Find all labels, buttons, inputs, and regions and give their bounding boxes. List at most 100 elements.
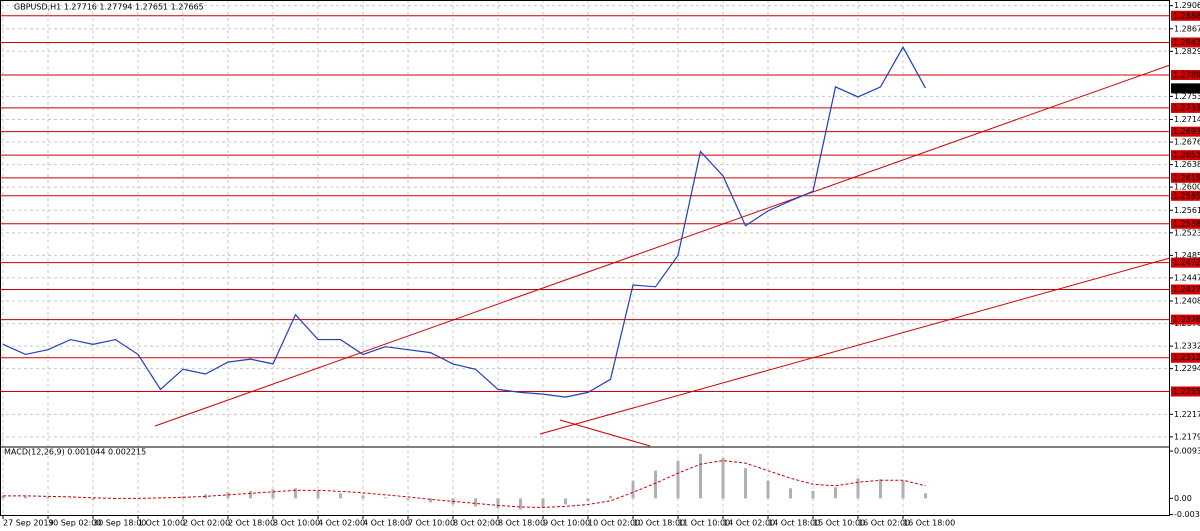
macd-bar bbox=[744, 468, 747, 499]
macd-bar bbox=[721, 458, 725, 499]
level-label: 1.24275 bbox=[1173, 285, 1200, 294]
macd-bar bbox=[114, 498, 117, 500]
x-tick-label: 3 Oct 10:00 bbox=[273, 519, 320, 528]
x-tick-label: 10 Oct 18:00 bbox=[633, 519, 685, 528]
x-tick-label: 30 Sep 02:00 bbox=[48, 519, 101, 528]
y-tick-label: 1.26000 bbox=[1174, 183, 1200, 192]
macd-bar bbox=[856, 478, 860, 499]
level-label: 1.25382 bbox=[1173, 219, 1200, 228]
x-tick-label: 27 Sep 2019 bbox=[3, 519, 54, 528]
y-tick-label: 1.24470 bbox=[1174, 273, 1200, 282]
macd-signal bbox=[3, 460, 926, 508]
level-label-bg bbox=[1171, 190, 1200, 201]
y-tick-label: 1.28290 bbox=[1174, 47, 1200, 56]
grid-layer bbox=[0, 0, 1170, 516]
macd-bar bbox=[474, 498, 477, 507]
level-label: 1.26539 bbox=[1173, 151, 1200, 160]
macd-bar bbox=[91, 498, 95, 500]
macd-bar bbox=[361, 495, 365, 499]
level-label: 1.27336 bbox=[1173, 103, 1200, 112]
y-tick-label: 1.24080 bbox=[1174, 297, 1200, 306]
macd-bar bbox=[924, 493, 927, 499]
x-tick-label: 9 Oct 10:00 bbox=[543, 519, 590, 528]
price-line bbox=[2, 45, 927, 398]
level-label: 1.26157 bbox=[1173, 173, 1200, 182]
macd-bar bbox=[406, 498, 410, 500]
y-tick-label: 1.27530 bbox=[1174, 92, 1200, 101]
level-label: 1.26935 bbox=[1173, 127, 1200, 136]
x-tick-label: 15 Oct 10:00 bbox=[813, 519, 865, 528]
trend-line bbox=[559, 419, 651, 447]
level-label-bg bbox=[1171, 284, 1200, 295]
y-tick-label: 1.25610 bbox=[1174, 206, 1200, 215]
plot-layer bbox=[0, 15, 1170, 510]
x-tick-label: 30 Sep 18:00 bbox=[93, 519, 146, 528]
level-label: 1.28889 bbox=[1173, 11, 1200, 20]
y-tick-label: 1.23320 bbox=[1174, 342, 1200, 351]
macd-bar bbox=[271, 489, 275, 499]
x-tick-label: 14 Oct 02:00 bbox=[723, 519, 775, 528]
level-label: 1.23767 bbox=[1173, 315, 1200, 324]
level-label: 1.25854 bbox=[1173, 191, 1200, 200]
y-tick-label: 1.27140 bbox=[1174, 115, 1200, 124]
y-tick-label: 1.22940 bbox=[1174, 364, 1200, 373]
price-label-bg bbox=[1171, 83, 1200, 94]
y-tick-label: 0.009392 bbox=[1174, 447, 1200, 456]
macd-bar bbox=[654, 470, 657, 499]
macd-bar bbox=[609, 495, 612, 499]
x-tick-label: 16 Oct 02:00 bbox=[858, 519, 910, 528]
x-tick-label: 7 Oct 10:00 bbox=[408, 519, 455, 528]
level-label-bg bbox=[1171, 102, 1200, 113]
x-tick-label: 4 Oct 18:00 bbox=[363, 519, 410, 528]
plot-frame bbox=[0, 0, 1170, 516]
macd-bar bbox=[541, 498, 545, 508]
macd-bar bbox=[1, 495, 5, 499]
macd-bar bbox=[564, 498, 567, 505]
macd-bar bbox=[249, 490, 252, 499]
level-label-bg bbox=[1171, 257, 1200, 268]
macd-bar bbox=[496, 498, 500, 509]
x-tick-label: 16 Oct 18:00 bbox=[903, 519, 955, 528]
macd-bar bbox=[676, 460, 680, 499]
x-tick-label: 14 Oct 18:00 bbox=[768, 519, 820, 528]
x-tick-label: 8 Oct 18:00 bbox=[498, 519, 545, 528]
level-label-bg bbox=[1171, 10, 1200, 21]
macd-bar bbox=[766, 480, 770, 499]
level-label-bg bbox=[1171, 69, 1200, 80]
x-tick-label: 2 Oct 18:00 bbox=[228, 519, 275, 528]
y-tick-label: 0.00 bbox=[1174, 494, 1192, 503]
y-tick-label: 1.28670 bbox=[1174, 24, 1200, 33]
macd-bar bbox=[586, 498, 590, 502]
macd-bar bbox=[384, 497, 387, 499]
macd-bar bbox=[69, 497, 72, 499]
x-tick-label: 2 Oct 02:00 bbox=[183, 519, 230, 528]
x-tick-label: 11 Oct 10:00 bbox=[678, 519, 730, 528]
level-label-bg bbox=[1171, 172, 1200, 183]
level-label: 1.24727 bbox=[1173, 258, 1200, 267]
macd-bar bbox=[226, 492, 230, 499]
y-tick-label: 1.22170 bbox=[1174, 410, 1200, 419]
y-tick-label: 1.24850 bbox=[1174, 251, 1200, 260]
level-label: 1.28439 bbox=[1173, 38, 1200, 47]
level-label-bg bbox=[1171, 314, 1200, 325]
y-tick-label: -0.003224 bbox=[1174, 510, 1200, 519]
macd-bar bbox=[901, 480, 905, 499]
macd-bar bbox=[811, 490, 815, 499]
macd-bar bbox=[46, 496, 50, 499]
level-label: 1.22555 bbox=[1173, 387, 1200, 396]
level-label-bg bbox=[1171, 352, 1200, 363]
macd-title: MACD(12,26,9) 0.001044 0.002215 bbox=[4, 448, 146, 457]
x-tick-label: 4 Oct 02:00 bbox=[318, 519, 365, 528]
macd-bar bbox=[631, 480, 635, 499]
macd-bar bbox=[429, 498, 432, 503]
x-tick-label: 8 Oct 02:00 bbox=[453, 519, 500, 528]
trend-line bbox=[539, 257, 1171, 435]
level-label-bg bbox=[1171, 150, 1200, 161]
level-label-bg bbox=[1171, 218, 1200, 229]
macd-bar bbox=[24, 496, 27, 499]
